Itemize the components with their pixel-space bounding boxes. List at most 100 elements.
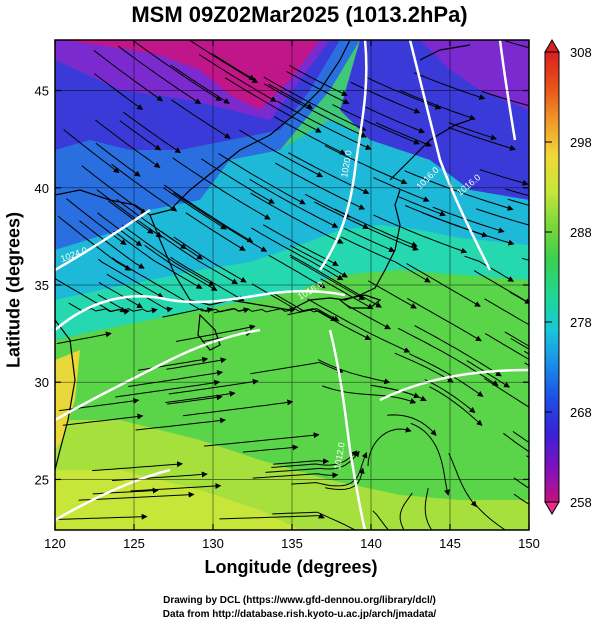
streamline	[288, 152, 370, 194]
y-tick-label: 30	[35, 375, 49, 390]
streamline	[172, 157, 271, 220]
streamline	[163, 184, 254, 243]
streamline	[66, 198, 127, 246]
streamline	[407, 297, 482, 342]
streamline	[78, 491, 195, 501]
streamline	[81, 165, 147, 215]
y-tick-label: 40	[35, 181, 49, 196]
streamline	[353, 221, 419, 251]
streamline	[345, 304, 391, 330]
streamline	[373, 214, 468, 254]
streamline	[370, 384, 420, 399]
streamline	[398, 196, 446, 217]
streamline	[466, 360, 511, 388]
streamline	[56, 331, 112, 345]
y-tick-label: 35	[35, 278, 49, 293]
y-tick-label: 45	[35, 84, 49, 99]
streamline	[475, 208, 529, 226]
x-tick-label: 130	[202, 536, 224, 551]
streamline	[62, 413, 144, 426]
colorbar-tick-label: 298	[570, 135, 592, 150]
streamline	[106, 273, 173, 313]
streamline	[271, 450, 358, 468]
streamline	[350, 81, 421, 114]
streamline	[218, 153, 306, 205]
streamline	[399, 492, 413, 530]
streamline	[156, 232, 239, 285]
streamline	[219, 512, 325, 520]
streamline	[57, 215, 132, 271]
streamline	[479, 169, 529, 186]
streamline	[504, 188, 529, 197]
credits-line-drawing: Drawing by DCL (https://www.gfd-dennou.o…	[163, 595, 436, 606]
wind-streamlines	[55, 40, 529, 530]
streamline	[523, 350, 529, 355]
streamline	[366, 77, 442, 110]
streamline	[397, 327, 499, 386]
streamline	[263, 83, 367, 138]
streamline	[334, 208, 418, 247]
streamline	[343, 227, 396, 252]
streamline	[173, 192, 268, 252]
streamline	[263, 76, 367, 131]
colorbar-max-triangle	[544, 39, 560, 53]
streamline	[340, 236, 431, 283]
streamline	[211, 53, 256, 81]
streamline	[513, 477, 529, 489]
isobar-contours	[55, 40, 529, 530]
streamline	[58, 397, 140, 412]
streamline	[138, 356, 209, 371]
streamline	[242, 444, 299, 453]
colorbar-body	[544, 51, 560, 503]
streamline	[484, 333, 529, 361]
colorbar: 308 298 288 278 268 258	[544, 39, 592, 515]
streamline	[250, 192, 344, 244]
streamline	[475, 504, 507, 530]
streamline	[399, 90, 476, 121]
streamline	[252, 472, 339, 479]
x-tick-label: 135	[281, 536, 303, 551]
colorbar-ticks: 308 298 288 278 268 258	[545, 45, 592, 510]
streamline	[79, 220, 145, 269]
colorbar-tick-label: 278	[570, 315, 592, 330]
streamline	[413, 72, 486, 100]
x-axis-ticks: 120 125 130 135 140 145 150	[44, 40, 540, 551]
streamline	[98, 258, 164, 299]
streamline	[183, 399, 294, 417]
streamline	[115, 379, 221, 398]
streamline	[135, 417, 226, 431]
streamline	[118, 45, 202, 105]
streamline	[448, 122, 497, 141]
streamline	[409, 353, 484, 397]
streamline	[324, 145, 408, 185]
streamline	[290, 245, 348, 278]
streamline	[504, 331, 529, 347]
x-tick-label: 120	[44, 536, 66, 551]
streamline	[56, 513, 148, 520]
x-tick-label: 140	[360, 536, 382, 551]
lat-lon-grid	[54, 40, 530, 530]
streamline	[317, 359, 391, 385]
streamline	[268, 254, 326, 289]
streamline	[128, 369, 224, 387]
streamline	[268, 83, 314, 109]
streamline	[364, 106, 426, 134]
streamline	[263, 224, 339, 267]
streamline	[225, 77, 322, 133]
colorbar-tick-label: 268	[570, 405, 592, 420]
streamline	[189, 40, 259, 84]
streamline	[332, 104, 420, 145]
streamline	[121, 224, 215, 287]
streamline	[198, 54, 277, 102]
streamline	[404, 170, 514, 211]
streamline	[119, 120, 162, 151]
streamline	[170, 256, 245, 302]
streamline	[510, 338, 529, 350]
streamline	[507, 198, 529, 206]
streamline	[92, 461, 183, 472]
streamline	[484, 378, 529, 408]
streamline	[424, 379, 476, 414]
streamline	[171, 99, 231, 139]
colorbar-tick-label: 308	[570, 45, 592, 60]
streamline	[448, 126, 516, 151]
